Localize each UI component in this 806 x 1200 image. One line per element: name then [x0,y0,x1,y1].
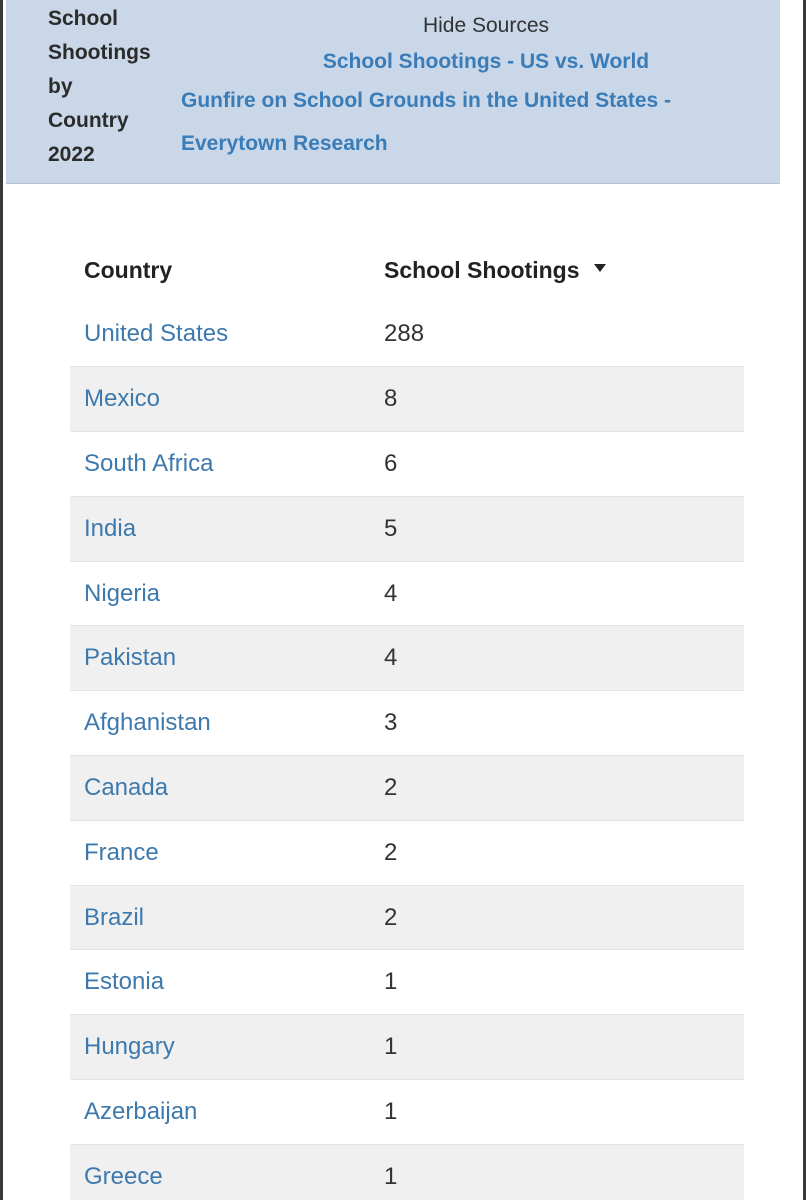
hide-sources-button[interactable]: Hide Sources [422,14,550,37]
country-link[interactable]: South Africa [70,431,370,497]
shootings-count: 2 [370,820,744,886]
table-row: Afghanistan 3 [70,690,744,757]
country-link[interactable]: Hungary [70,1014,370,1081]
country-link[interactable]: Mexico [70,366,370,433]
page-title-line: Country [48,109,129,132]
page-title-line: School [48,7,119,30]
table-row: India 5 [70,496,744,562]
shootings-count: 2 [370,885,744,951]
page-title-line: 2022 [48,143,95,166]
shootings-count: 8 [370,366,744,433]
table-container: Country School Shootings United States 28… [70,238,744,1200]
shootings-table: Country School Shootings United States 28… [70,238,744,1200]
shootings-count: 1 [370,949,744,1016]
source-link-everytown[interactable]: Gunfire on School Grounds in the United … [181,79,771,165]
table-row: Azerbaijan 1 [70,1079,744,1145]
country-link[interactable]: India [70,496,370,562]
table-row: Nigeria 4 [70,561,744,627]
sources-block: Hide Sources School Shootings - US vs. W… [181,10,771,165]
country-link[interactable]: Afghanistan [70,690,370,757]
column-header-country[interactable]: Country [70,238,370,302]
page-title-line: by [48,75,73,98]
country-link[interactable]: United States [70,302,370,368]
country-link[interactable]: Brazil [70,885,370,951]
shootings-count: 4 [370,625,744,692]
table-row: Brazil 2 [70,885,744,951]
table-header-row: Country School Shootings [70,238,744,302]
table-row: Mexico 8 [70,366,744,433]
country-link[interactable]: Estonia [70,949,370,1016]
sort-descending-icon [593,264,606,273]
page-title: School Shootings by Country 2022 [48,2,178,172]
table-row: France 2 [70,820,744,886]
shootings-count: 3 [370,690,744,757]
shootings-count: 5 [370,496,744,562]
source-link-everytown-line: Everytown Research [181,132,388,155]
page-title-line: Shootings [48,41,151,64]
table-row: South Africa 6 [70,431,744,497]
country-link[interactable]: Pakistan [70,625,370,692]
table-row: Greece 1 [70,1144,744,1200]
source-link-us-vs-world[interactable]: School Shootings - US vs. World [322,50,650,73]
column-header-school-shootings[interactable]: School Shootings [370,238,744,302]
sources-header: School Shootings by Country 2022 Hide So… [6,0,780,184]
table-body: United States 288 Mexico 8 South Africa 6 Indi… [70,302,744,1200]
shootings-count: 1 [370,1014,744,1081]
country-link[interactable]: Greece [70,1144,370,1200]
shootings-count: 1 [370,1144,744,1200]
shootings-count: 288 [370,302,744,368]
column-header-label: Country [84,256,173,283]
country-link[interactable]: France [70,820,370,886]
shootings-count: 4 [370,561,744,627]
shootings-count: 6 [370,431,744,497]
table-row: United States 288 [70,302,744,368]
table-row: Hungary 1 [70,1014,744,1081]
table-row: Canada 2 [70,755,744,821]
shootings-count: 2 [370,755,744,821]
table-row: Pakistan 4 [70,625,744,692]
column-header-label: School Shootings [384,256,580,283]
shootings-count: 1 [370,1079,744,1145]
country-link[interactable]: Azerbaijan [70,1079,370,1145]
country-link[interactable]: Nigeria [70,561,370,627]
country-link[interactable]: Canada [70,755,370,821]
source-link-everytown-line: Gunfire on School Grounds in the United … [181,89,672,112]
table-row: Estonia 1 [70,949,744,1016]
